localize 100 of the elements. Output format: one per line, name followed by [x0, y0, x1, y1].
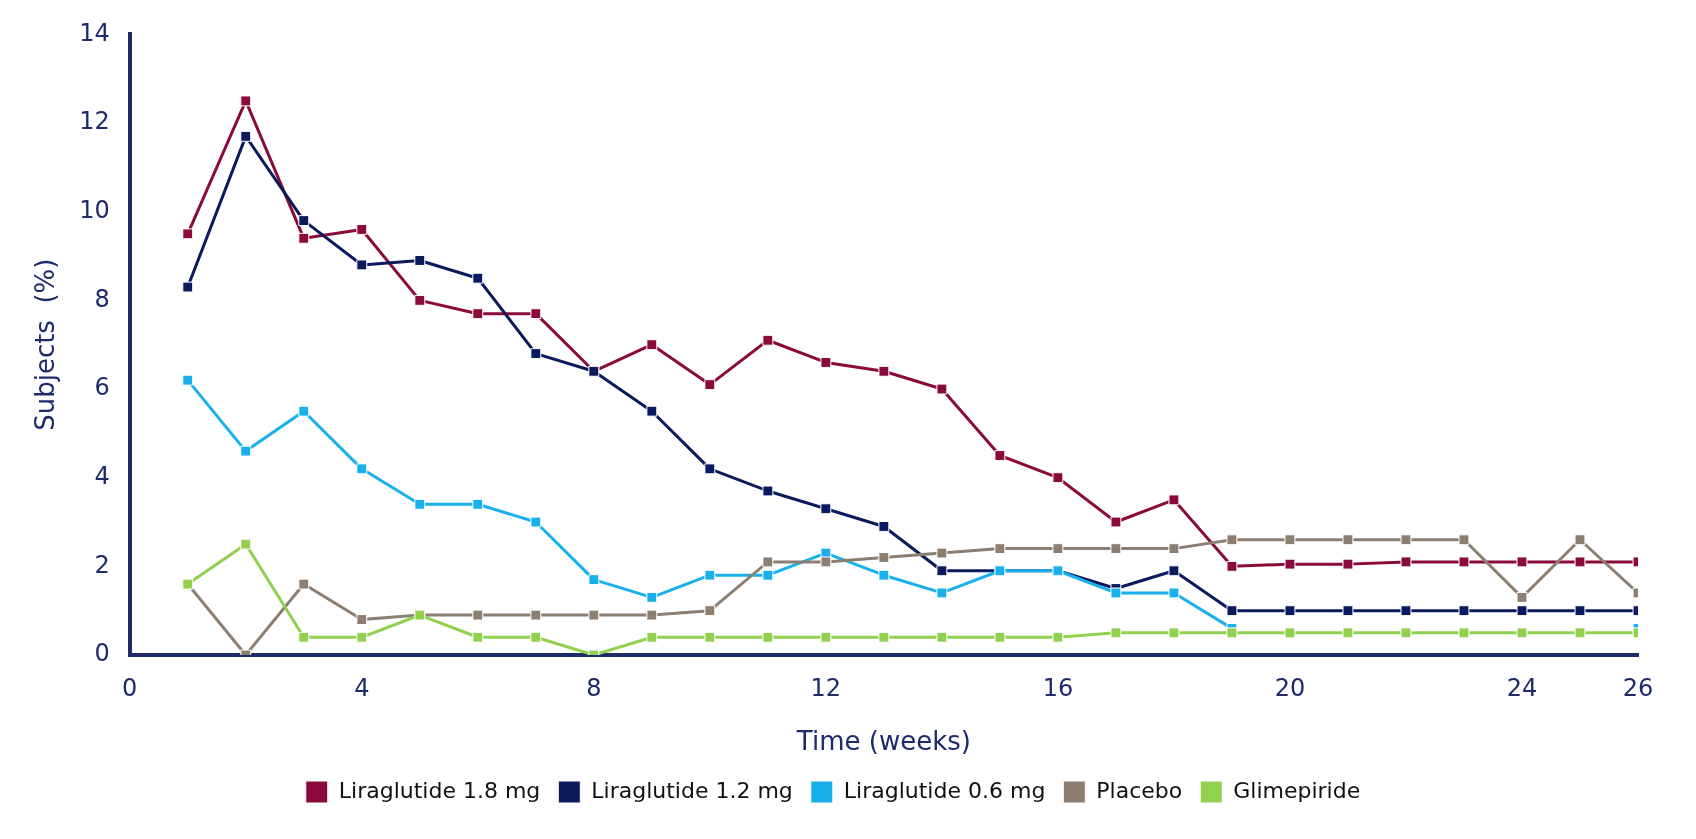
- legend-label: Liraglutide 1.8 mg: [338, 777, 541, 803]
- point: [414, 498, 426, 510]
- point: [1516, 591, 1528, 603]
- point: [646, 609, 658, 621]
- point: [472, 308, 484, 320]
- x-tick-label: 20: [1274, 673, 1306, 702]
- point: [1400, 627, 1412, 639]
- point: [1168, 627, 1180, 639]
- point: [646, 405, 658, 417]
- point: [414, 255, 426, 266]
- point: [1168, 587, 1180, 599]
- point: [1516, 605, 1528, 617]
- point: [1400, 605, 1412, 617]
- point: [704, 379, 716, 391]
- point: [762, 485, 774, 497]
- point: [994, 450, 1006, 461]
- point: [530, 308, 542, 320]
- point: [1052, 472, 1064, 484]
- point: [1284, 534, 1296, 546]
- point: [298, 631, 310, 643]
- point: [356, 259, 368, 271]
- point: [588, 609, 600, 621]
- point: [878, 552, 890, 563]
- point: [1168, 543, 1180, 555]
- point: [414, 294, 426, 306]
- y-tick-label: 4: [94, 461, 110, 490]
- x-tick-label: 4: [354, 673, 370, 702]
- point: [936, 383, 948, 395]
- point: [646, 631, 658, 643]
- point: [1458, 534, 1470, 546]
- point: [820, 503, 832, 515]
- point: [240, 538, 252, 550]
- point: [298, 232, 310, 244]
- point: [762, 556, 774, 568]
- x-tick-label: 24: [1506, 673, 1538, 702]
- legend-label: Liraglutide 1.2 mg: [591, 777, 793, 803]
- point: [646, 591, 658, 603]
- point: [240, 95, 252, 107]
- point: [1516, 627, 1528, 639]
- point: [1110, 543, 1122, 555]
- point: [936, 631, 948, 643]
- point: [1052, 631, 1064, 643]
- x-tick-label: 8: [586, 673, 602, 702]
- point: [762, 631, 774, 643]
- point: [878, 569, 890, 581]
- point: [704, 605, 716, 617]
- point: [1342, 627, 1354, 639]
- point: [762, 334, 774, 346]
- point: [878, 521, 890, 532]
- point: [1284, 605, 1296, 617]
- y-tick-label: 0: [94, 639, 110, 668]
- point: [646, 339, 658, 351]
- point: [1226, 627, 1238, 639]
- point: [762, 569, 774, 581]
- legend-label: Liraglutide 0.6 mg: [843, 777, 1046, 803]
- point: [820, 556, 832, 568]
- point: [820, 631, 832, 643]
- point: [1574, 605, 1586, 617]
- point: [1226, 605, 1238, 617]
- point: [298, 405, 310, 417]
- y-tick-label: 8: [94, 284, 110, 313]
- point: [1110, 627, 1122, 639]
- point: [1516, 556, 1528, 568]
- point: [1168, 494, 1180, 506]
- point: [704, 569, 716, 581]
- point: [1284, 558, 1296, 570]
- point: [936, 587, 948, 599]
- point: [1342, 605, 1354, 617]
- point: [1574, 556, 1586, 568]
- point: [356, 463, 368, 475]
- point: [472, 272, 484, 284]
- point: [1226, 534, 1238, 546]
- x-tick-label: 12: [810, 673, 842, 702]
- x-tick-label: 0: [122, 673, 138, 702]
- point: [356, 614, 368, 625]
- point: [356, 224, 368, 235]
- point: [1458, 605, 1470, 617]
- point: [1342, 534, 1354, 546]
- point: [936, 565, 948, 577]
- point: [878, 631, 890, 643]
- point: [1400, 556, 1412, 568]
- x-tick-label: 16: [1042, 673, 1074, 702]
- point: [878, 365, 890, 377]
- point: [1284, 627, 1296, 639]
- point: [472, 631, 484, 643]
- point: [936, 547, 948, 559]
- y-tick-label: 6: [94, 373, 110, 402]
- point: [1168, 565, 1180, 577]
- y-tick-label: 2: [94, 550, 110, 579]
- point: [472, 498, 484, 510]
- point: [1458, 556, 1470, 568]
- point: [530, 516, 542, 528]
- point: [240, 130, 252, 142]
- point: [588, 574, 600, 586]
- y-tick-label: 14: [79, 18, 110, 47]
- point: [530, 348, 542, 360]
- point: [1052, 543, 1064, 555]
- point: [240, 445, 252, 457]
- point: [298, 578, 310, 590]
- legend-label: Placebo: [1096, 777, 1183, 803]
